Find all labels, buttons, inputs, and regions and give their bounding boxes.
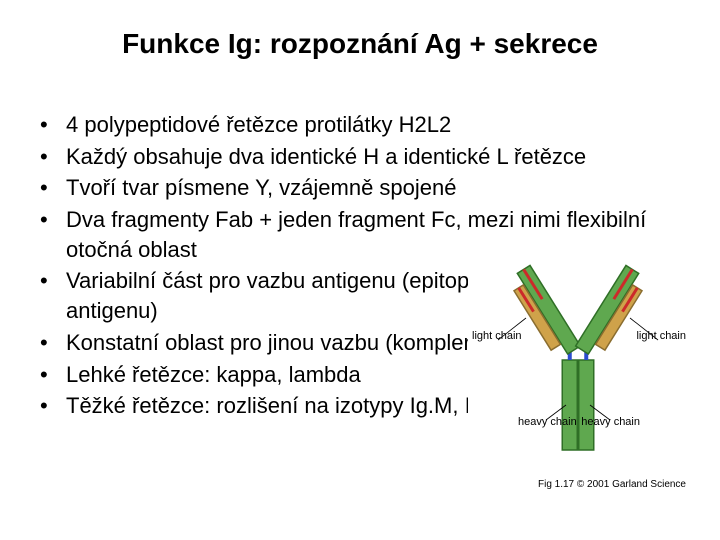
list-item: Tvoří tvar písmene Y, vzájemně spojené [40, 173, 680, 203]
slide-title: Funkce Ig: rozpoznání Ag + sekrece [0, 28, 720, 60]
label-light-chain-right: light chain [636, 330, 686, 342]
label-heavy-chain-right: heavy chain [581, 416, 640, 428]
label-heavy-chain-left: heavy chain [518, 416, 577, 428]
figure-caption: Fig 1.17 © 2001 Garland Science [538, 479, 686, 490]
antibody-diagram [468, 240, 688, 470]
label-light-chain-left: light chain [472, 330, 522, 342]
list-item: 4 polypeptidové řetězce protilátky H2L2 [40, 110, 680, 140]
antibody-figure: light chain light chain heavy chain heav… [468, 240, 688, 490]
list-item: Každý obsahuje dva identické H a identic… [40, 142, 680, 172]
